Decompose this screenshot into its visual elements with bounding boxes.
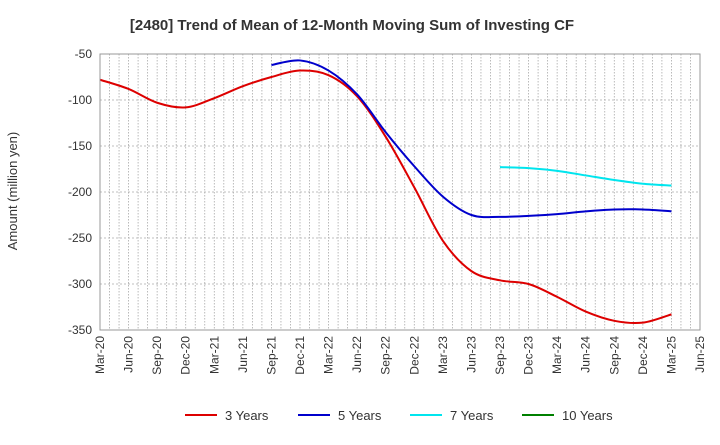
x-tick-label: Mar-21 — [207, 336, 221, 374]
y-tick-label: -150 — [68, 139, 92, 153]
x-tick-label: Jun-23 — [464, 336, 478, 373]
x-tick-label: Mar-22 — [322, 336, 336, 374]
x-tick-label: Dec-20 — [179, 336, 193, 375]
x-tick-label: Dec-23 — [522, 336, 536, 375]
x-tick-label: Mar-23 — [436, 336, 450, 374]
legend-label: 3 Years — [225, 408, 269, 423]
x-tick-label: Mar-24 — [550, 336, 564, 374]
x-tick-label: Sep-21 — [264, 336, 278, 375]
y-tick-label: -250 — [68, 231, 92, 245]
x-tick-label: Jun-22 — [350, 336, 364, 373]
x-tick-labels: Mar-20 Jun-20 Sep-20 Dec-20 Mar-21 Jun-21 Sep-… — [93, 336, 707, 375]
series-line-7-years — [499, 166, 672, 187]
y-tick-label: -100 — [68, 93, 92, 107]
x-tick-label: Mar-20 — [93, 336, 107, 374]
x-tick-label: Jun-20 — [122, 336, 136, 373]
x-tick-label: Sep-22 — [379, 336, 393, 375]
x-tick-label: Dec-24 — [636, 336, 650, 375]
x-tick-label: Sep-20 — [150, 336, 164, 375]
grid-layer — [100, 53, 700, 331]
plot-frame — [99, 53, 701, 331]
y-tick-labels: -50 -100 -150 -200 -250 -300 -350 — [68, 47, 92, 337]
legend-label: 10 Years — [562, 408, 613, 423]
legend-label: 5 Years — [338, 408, 382, 423]
y-tick-label: -50 — [75, 47, 93, 61]
x-tick-label: Dec-22 — [407, 336, 421, 375]
x-tick-label: Sep-23 — [493, 336, 507, 375]
chart-title: [2480] Trend of Mean of 12-Month Moving … — [130, 17, 574, 34]
x-tick-label: Dec-21 — [293, 336, 307, 375]
x-tick-label: Sep-24 — [607, 336, 621, 375]
x-tick-label: Jun-24 — [579, 336, 593, 373]
x-tick-label: Jun-21 — [236, 336, 250, 373]
series-line-3-years — [99, 69, 672, 325]
legend: 3 Years 5 Years 7 Years 10 Years — [185, 408, 613, 423]
x-tick-label: Mar-25 — [664, 336, 678, 374]
y-tick-label: -300 — [68, 277, 92, 291]
y-axis-label: Amount (million yen) — [5, 132, 20, 251]
x-tick-label: Jun-25 — [693, 336, 707, 373]
y-tick-label: -350 — [68, 323, 92, 337]
series-layer — [99, 59, 672, 325]
legend-label: 7 Years — [450, 408, 494, 423]
series-line-5-years — [271, 59, 672, 219]
y-tick-label: -200 — [68, 185, 92, 199]
